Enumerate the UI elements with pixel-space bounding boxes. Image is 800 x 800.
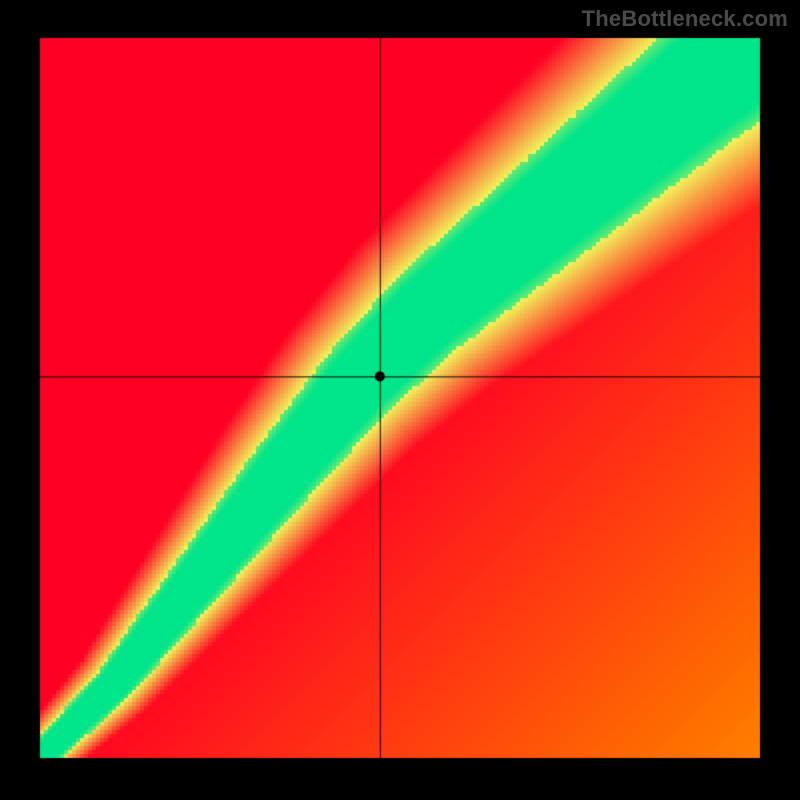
overlay-canvas xyxy=(0,0,800,800)
watermark-text: TheBottleneck.com xyxy=(582,6,788,32)
chart-container: TheBottleneck.com xyxy=(0,0,800,800)
